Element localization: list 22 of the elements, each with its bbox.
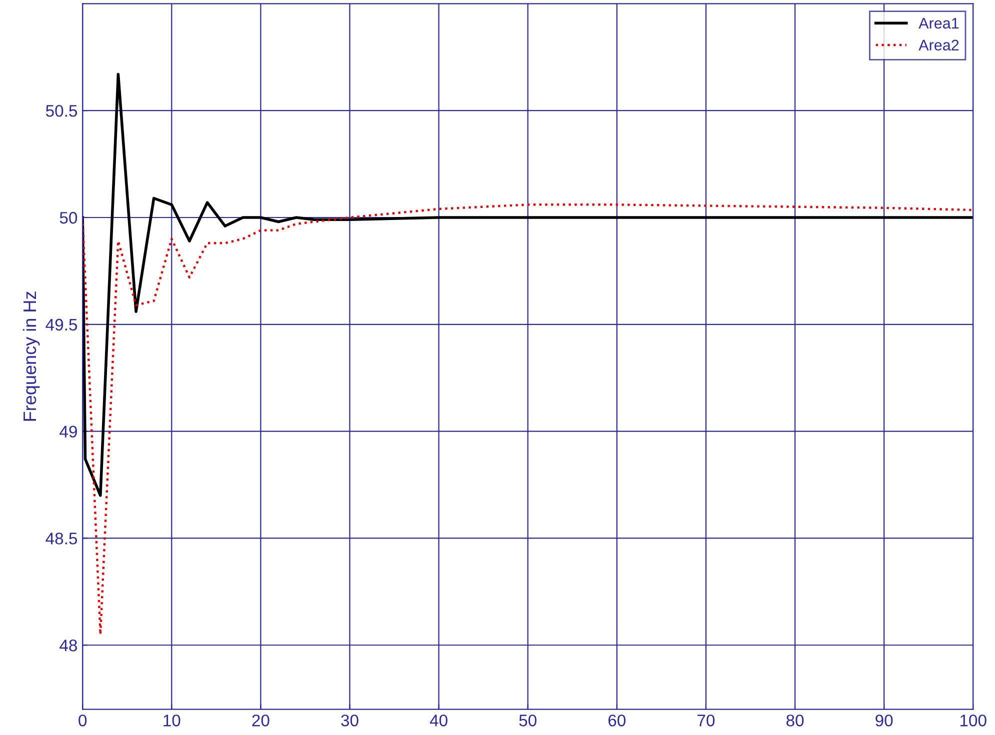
x-tick-label: 40 <box>430 714 448 726</box>
x-tick-label: 90 <box>876 714 893 726</box>
y-tick-label: 48 <box>60 640 77 652</box>
y-tick-label: 49 <box>60 426 77 438</box>
x-tick-label: 30 <box>341 714 358 726</box>
x-tick-label: 20 <box>252 714 270 726</box>
y-tick-label: 49.5 <box>46 318 78 331</box>
x-tick-label: 50 <box>519 714 536 726</box>
x-tick-label: 10 <box>164 714 180 726</box>
x-tick-label: 60 <box>608 714 626 726</box>
legend-label: Area1 <box>918 18 959 29</box>
x-tick-label: 80 <box>786 714 804 726</box>
y-tick-label: 50 <box>60 212 78 224</box>
y-tick-label: 50.5 <box>46 104 78 117</box>
x-tick-label: 70 <box>698 714 715 726</box>
y-axis-title: Frequency in Hz <box>22 292 40 421</box>
line-series <box>82 72 974 497</box>
x-tick-label: 100 <box>960 714 986 726</box>
y-tick-label: 48.5 <box>46 532 78 544</box>
line-series <box>82 204 974 636</box>
legend-label: Area2 <box>918 40 959 51</box>
x-tick-label: 0 <box>78 714 87 726</box>
